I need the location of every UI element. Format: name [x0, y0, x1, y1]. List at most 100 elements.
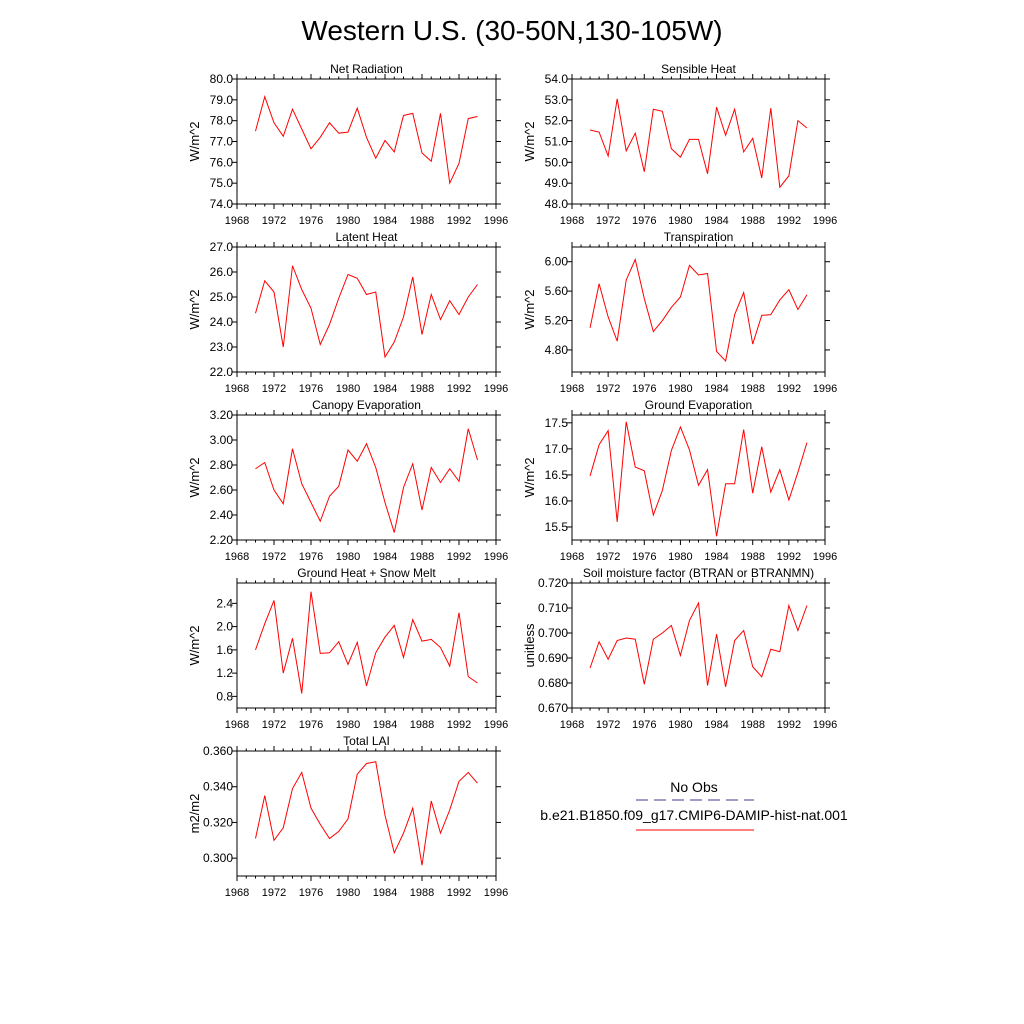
- y-tick-label: 0.8: [216, 689, 233, 703]
- panels: Net Radiation W/m^2 1968 1972 1976 1980 1984 19…: [187, 62, 837, 899]
- x-tick-label: 1968: [225, 887, 249, 899]
- x-tick-label: 1980: [668, 383, 692, 395]
- x-tick-label: 1972: [262, 383, 286, 395]
- x-tick-label: 1984: [373, 719, 397, 731]
- x-tick-label: 1968: [225, 551, 249, 563]
- plot-frame: [236, 78, 497, 205]
- y-tick-label: 48.0: [545, 197, 569, 211]
- y-tick-label: 0.320: [203, 815, 233, 829]
- y-tick-label: 25.0: [210, 290, 234, 304]
- y-tick-label: 54.0: [545, 72, 569, 86]
- y-tick-label: 51.0: [545, 135, 569, 149]
- x-tick-label: 1976: [299, 551, 323, 563]
- chart-title: Net Radiation: [330, 62, 403, 76]
- y-tick-label: 16.5: [545, 468, 569, 482]
- x-tick-label: 1976: [299, 887, 323, 899]
- y-axis-label: W/m^2: [187, 457, 202, 497]
- plot-frame: [236, 750, 497, 877]
- y-tick-label: 0.680: [538, 676, 568, 690]
- x-tick-label: 1976: [632, 719, 656, 731]
- y-tick-label: 24.0: [210, 315, 234, 329]
- x-tick-label: 1988: [410, 551, 434, 563]
- x-tick-label: 1980: [336, 551, 360, 563]
- x-tick-label: 1980: [668, 551, 692, 563]
- x-tick-label: 1984: [373, 215, 397, 227]
- x-tick-label: 1976: [299, 215, 323, 227]
- x-tick-label: 1996: [484, 215, 508, 227]
- y-tick-label: 3.00: [210, 433, 234, 447]
- x-tick-label: 1988: [410, 383, 434, 395]
- x-tick-label: 1988: [740, 551, 764, 563]
- x-tick-label: 1992: [777, 383, 801, 395]
- y-tick-label: 15.5: [545, 520, 569, 534]
- y-tick-label: 27.0: [210, 240, 234, 254]
- x-tick-label: 1984: [373, 551, 397, 563]
- x-tick-label: 1996: [484, 551, 508, 563]
- series-line: [255, 761, 478, 866]
- y-tick-label: 77.0: [210, 135, 234, 149]
- x-tick-label: 1972: [596, 215, 620, 227]
- x-tick-label: 1988: [410, 215, 434, 227]
- y-tick-label: 4.80: [545, 343, 569, 357]
- y-tick-label: 26.0: [210, 265, 234, 279]
- x-tick-label: 1992: [777, 215, 801, 227]
- x-tick-label: 1988: [740, 383, 764, 395]
- figure-title: Western U.S. (30-50N,130-105W): [301, 15, 722, 46]
- x-tick-label: 1992: [447, 383, 471, 395]
- x-tick-label: 1992: [777, 719, 801, 731]
- x-tick-label: 1976: [632, 383, 656, 395]
- y-tick-label: 53.0: [545, 93, 569, 107]
- y-tick-label: 0.300: [203, 851, 233, 865]
- chart-title: Ground Heat + Snow Melt: [297, 566, 436, 580]
- x-tick-label: 1996: [484, 383, 508, 395]
- x-tick-label: 1984: [704, 551, 728, 563]
- chart-title: Total LAI: [343, 734, 390, 748]
- chart-panel: Ground Evaporation W/m^2 1968 1972 1976 1980 1…: [522, 398, 837, 563]
- y-tick-label: 6.00: [545, 255, 569, 269]
- y-axis-label: W/m^2: [522, 289, 537, 329]
- y-axis-label: unitless: [522, 623, 537, 668]
- y-tick-label: 50.0: [545, 155, 569, 169]
- y-tick-label: 0.670: [538, 701, 568, 715]
- x-tick-label: 1984: [704, 383, 728, 395]
- x-tick-label: 1980: [336, 215, 360, 227]
- y-tick-label: 0.360: [203, 744, 233, 758]
- x-tick-label: 1980: [336, 887, 360, 899]
- y-tick-label: 0.340: [203, 780, 233, 794]
- y-tick-label: 0.720: [538, 576, 568, 590]
- x-tick-label: 1992: [447, 551, 471, 563]
- x-tick-label: 1984: [704, 215, 728, 227]
- y-tick-label: 1.2: [216, 666, 233, 680]
- legend-obs-label: No Obs: [670, 779, 717, 795]
- x-tick-label: 1996: [484, 719, 508, 731]
- y-axis-label: m2/m2: [187, 794, 202, 834]
- y-tick-label: 0.710: [538, 601, 568, 615]
- y-axis-label: W/m^2: [522, 457, 537, 497]
- x-tick-label: 1976: [299, 383, 323, 395]
- x-tick-label: 1984: [373, 383, 397, 395]
- y-tick-label: 16.0: [545, 494, 569, 508]
- x-tick-label: 1968: [225, 215, 249, 227]
- y-tick-label: 2.0: [216, 620, 233, 634]
- y-tick-label: 2.4: [216, 596, 233, 610]
- x-tick-label: 1980: [336, 383, 360, 395]
- y-tick-label: 1.6: [216, 643, 233, 657]
- x-tick-label: 1972: [596, 551, 620, 563]
- y-axis-label: W/m^2: [522, 121, 537, 161]
- legend: No Obs b.e21.B1850.f09_g17.CMIP6-DAMIP-h…: [540, 779, 848, 831]
- chart-panel: Transpiration W/m^2 1968 1972 1976 1980 1984 19…: [522, 230, 837, 395]
- y-axis-label: W/m^2: [187, 121, 202, 161]
- series-line: [589, 421, 808, 537]
- x-tick-label: 1988: [740, 719, 764, 731]
- y-tick-label: 76.0: [210, 155, 234, 169]
- x-tick-label: 1988: [410, 719, 434, 731]
- chart-title: Soil moisture factor (BTRAN or BTRANMN): [583, 566, 814, 580]
- x-tick-label: 1968: [560, 215, 584, 227]
- chart-title: Sensible Heat: [661, 62, 736, 76]
- x-tick-label: 1988: [410, 887, 434, 899]
- y-tick-label: 23.0: [210, 340, 234, 354]
- plot-frame: [236, 246, 497, 373]
- y-axis-label: W/m^2: [187, 289, 202, 329]
- x-tick-label: 1972: [262, 215, 286, 227]
